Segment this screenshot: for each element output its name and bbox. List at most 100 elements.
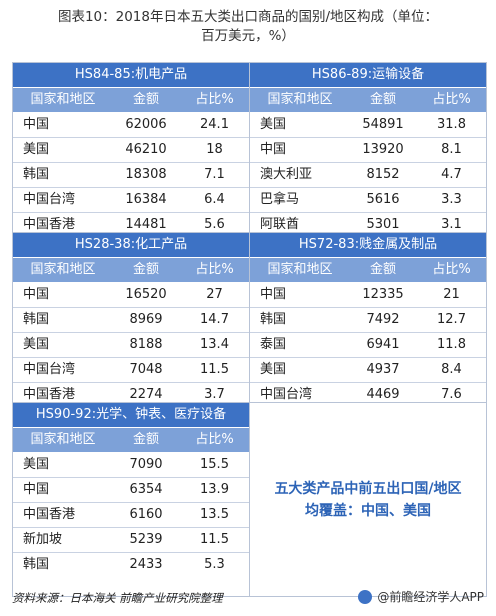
table-row: 中国 16520 27: [13, 283, 249, 308]
share-cell: 3.3: [441, 192, 462, 207]
amount-cell: 2433: [129, 557, 163, 572]
amount-cell: 54891: [362, 117, 404, 132]
country-cell: 中国台湾: [23, 362, 76, 377]
table-row: 中国 12335 21: [250, 283, 486, 308]
table-row: 中国台湾 16384 6.4: [13, 188, 249, 213]
amount-cell: 7048: [129, 362, 163, 377]
col-header-amount: 金额: [132, 262, 159, 277]
table-block: HS86-89:运输设备 国家和地区 金额 占比% 美国 54891 31.8 中国…: [249, 62, 486, 232]
table-row: 中国台湾 4469 7.6: [250, 383, 486, 407]
amount-cell: 7090: [129, 457, 163, 472]
share-cell: 7.1: [204, 167, 225, 182]
table-row: 韩国 2433 5.3: [13, 553, 249, 577]
share-cell: 4.7: [441, 167, 462, 182]
share-cell: 12.7: [437, 312, 466, 327]
summary-note: 五大类产品中前五出口国/地区 均覆盖：中国、美国: [274, 478, 461, 522]
share-cell: 13.9: [200, 482, 229, 497]
share-cell: 13.4: [200, 337, 229, 352]
share-cell: 3.1: [441, 217, 462, 232]
publisher-logo-icon: [358, 589, 373, 604]
amount-cell: 14481: [125, 217, 167, 232]
amount-cell: 12335: [362, 287, 404, 302]
source-note: 资料来源：日本海关 前瞻产业研究院整理: [12, 591, 223, 605]
share-cell: 6.4: [204, 192, 225, 207]
country-cell: 中国台湾: [260, 387, 313, 402]
share-cell: 3.7: [204, 387, 225, 402]
title-line-2: 百万美元，%）: [201, 28, 295, 44]
block-title: HS84-85:机电产品: [13, 63, 249, 88]
table-row: 韩国 8969 14.7: [13, 308, 249, 333]
col-header-country: 国家和地区: [30, 262, 96, 277]
country-cell: 美国: [23, 337, 50, 352]
table-row: 美国 54891 31.8: [250, 113, 486, 138]
amount-cell: 62006: [125, 117, 167, 132]
block-title: HS28-38:化工产品: [13, 233, 249, 258]
summary-note-line-2: 均覆盖：中国、美国: [305, 502, 431, 519]
amount-cell: 13920: [362, 142, 404, 157]
amount-cell: 4937: [366, 362, 400, 377]
country-cell: 巴拿马: [260, 192, 300, 207]
col-header-share: 占比%: [195, 432, 234, 447]
block-title: HS86-89:运输设备: [250, 63, 486, 88]
share-cell: 18: [206, 142, 223, 157]
table-row: 美国 7090 15.5: [13, 453, 249, 478]
column-header-row: 国家和地区 金额 占比%: [13, 258, 249, 283]
amount-cell: 18308: [125, 167, 167, 182]
table-row: 中国 13920 8.1: [250, 138, 486, 163]
table-block: HS28-38:化工产品 国家和地区 金额 占比% 中国 16520 27 韩国 89…: [12, 232, 249, 402]
table-block: HS84-85:机电产品 国家和地区 金额 占比% 中国 62006 24.1 美国…: [12, 62, 249, 232]
share-cell: 7.6: [441, 387, 462, 402]
share-cell: 24.1: [200, 117, 229, 132]
amount-cell: 5616: [366, 192, 400, 207]
share-cell: 5.3: [204, 557, 225, 572]
country-cell: 中国: [23, 287, 50, 302]
table-row: 中国香港 6160 13.5: [13, 503, 249, 528]
table-row: 美国 46210 18: [13, 138, 249, 163]
table-row: 美国 8188 13.4: [13, 333, 249, 358]
amount-cell: 5301: [366, 217, 400, 232]
country-cell: 中国: [260, 142, 287, 157]
amount-cell: 2274: [129, 387, 163, 402]
col-header-country: 国家和地区: [30, 432, 96, 447]
table-row: 泰国 6941 11.8: [250, 333, 486, 358]
table-row: 新加坡 5239 11.5: [13, 528, 249, 553]
country-cell: 泰国: [260, 337, 287, 352]
title-line-1: 图表10：2018年日本五大类出口商品的国别/地区构成（单位：: [57, 9, 439, 25]
amount-cell: 46210: [125, 142, 167, 157]
col-header-amount: 金额: [369, 262, 396, 277]
country-cell: 中国香港: [23, 387, 76, 402]
share-cell: 13.5: [200, 507, 229, 522]
country-cell: 韩国: [260, 312, 287, 327]
block-title: HS90-92:光学、钟表、医疗设备: [13, 403, 249, 428]
share-cell: 27: [206, 287, 223, 302]
col-header-country: 国家和地区: [267, 92, 333, 107]
country-cell: 美国: [23, 457, 50, 472]
col-header-country: 国家和地区: [30, 92, 96, 107]
block-title: HS72-83:贱金属及制品: [250, 233, 486, 258]
table-row: 澳大利亚 8152 4.7: [250, 163, 486, 188]
amount-cell: 6941: [366, 337, 400, 352]
country-cell: 中国香港: [23, 217, 76, 232]
column-header-row: 国家和地区 金额 占比%: [13, 428, 249, 453]
table-row: 中国 6354 13.9: [13, 478, 249, 503]
col-header-amount: 金额: [369, 92, 396, 107]
country-cell: 中国: [260, 287, 287, 302]
table-row: 韩国 18308 7.1: [13, 163, 249, 188]
amount-cell: 8969: [129, 312, 163, 327]
share-cell: 8.4: [441, 362, 462, 377]
share-cell: 8.1: [441, 142, 462, 157]
share-cell: 11.8: [437, 337, 466, 352]
country-cell: 新加坡: [23, 532, 63, 547]
country-cell: 澳大利亚: [260, 167, 313, 182]
table-row: 中国 62006 24.1: [13, 113, 249, 138]
publisher-logo: @前瞻经济学人APP: [358, 588, 484, 605]
share-cell: 11.5: [200, 532, 229, 547]
country-cell: 美国: [260, 362, 287, 377]
amount-cell: 6354: [129, 482, 163, 497]
table-row: 美国 4937 8.4: [250, 358, 486, 383]
share-cell: 5.6: [204, 217, 225, 232]
table-block: HS90-92:光学、钟表、医疗设备 国家和地区 金额 占比% 美国 7090 15…: [12, 402, 249, 596]
country-cell: 中国: [23, 482, 50, 497]
country-cell: 中国: [23, 117, 50, 132]
summary-note-line-1: 五大类产品中前五出口国/地区: [274, 480, 462, 497]
